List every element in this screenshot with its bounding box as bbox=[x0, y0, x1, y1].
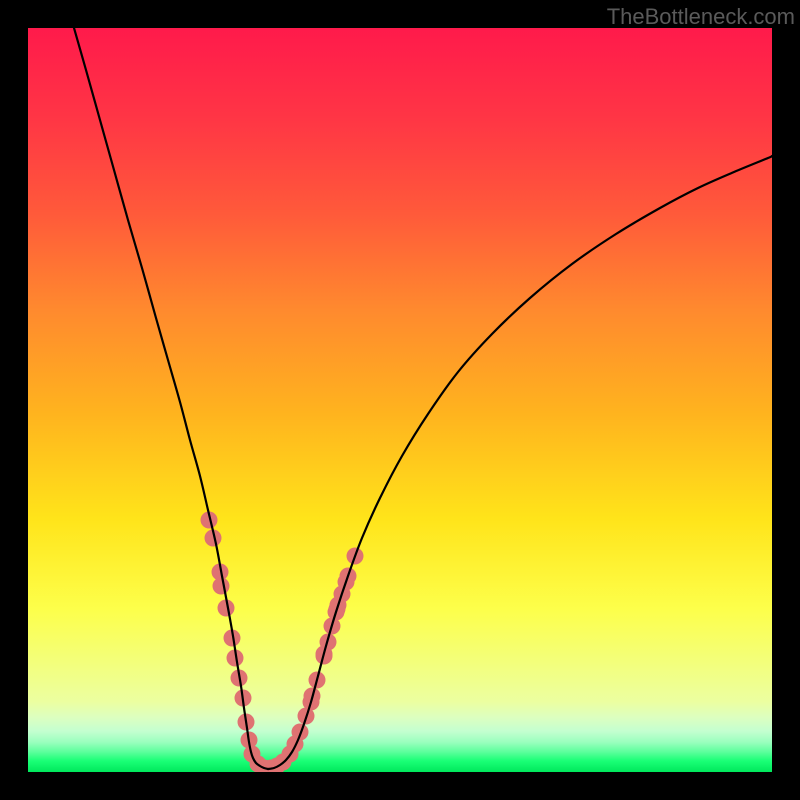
chart-frame: TheBottleneck.com bbox=[0, 0, 800, 800]
bottleneck-curve bbox=[268, 156, 772, 769]
watermark-text: TheBottleneck.com bbox=[607, 4, 795, 30]
marker-group bbox=[201, 512, 364, 773]
plot-area bbox=[28, 28, 772, 772]
data-marker bbox=[213, 578, 230, 595]
curve-layer bbox=[28, 28, 772, 772]
